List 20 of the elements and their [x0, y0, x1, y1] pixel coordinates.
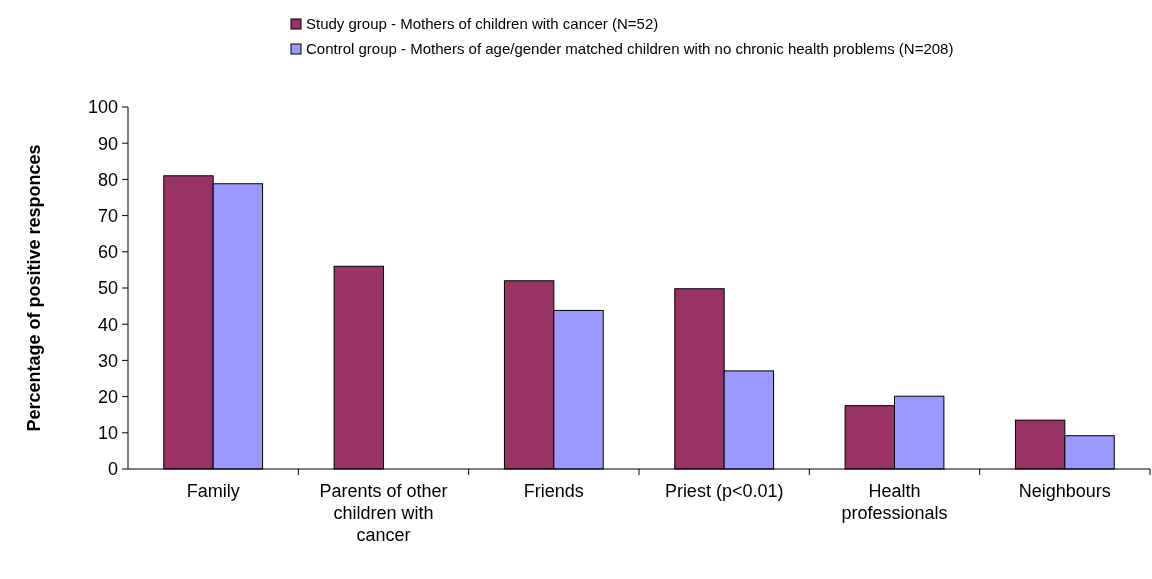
y-axis-title: Percentage of positive responces: [24, 144, 44, 432]
x-tick-label: Health professionals: [841, 481, 948, 523]
y-tick-label: 20: [97, 386, 118, 407]
x-tick-label: Friends: [523, 481, 584, 501]
y-tick-label: 0: [107, 459, 118, 480]
x-tick-label: Family: [186, 481, 240, 501]
y-tick-label: 90: [97, 133, 118, 154]
y-tick-label: 100: [87, 97, 118, 118]
legend-label: Control group - Mothers of age/gender matched children with no chronic health problems (N=208): [306, 40, 954, 58]
legend-label: Study group - Mothers of children with cancer (N=52): [306, 15, 659, 33]
x-tick-label: Parents of other children with cancer: [319, 481, 448, 545]
x-tick-label: Neighbours: [1018, 481, 1111, 501]
y-tick-label: 80: [97, 169, 118, 190]
y-tick-label: 10: [97, 423, 118, 444]
y-tick-label: 30: [97, 350, 118, 371]
x-tick-label: Priest (p<0.01): [664, 481, 784, 501]
y-tick-label: 40: [97, 314, 118, 335]
y-tick-label: 60: [97, 242, 118, 263]
y-tick-label: 70: [97, 205, 118, 226]
y-tick-label: 50: [97, 278, 118, 299]
